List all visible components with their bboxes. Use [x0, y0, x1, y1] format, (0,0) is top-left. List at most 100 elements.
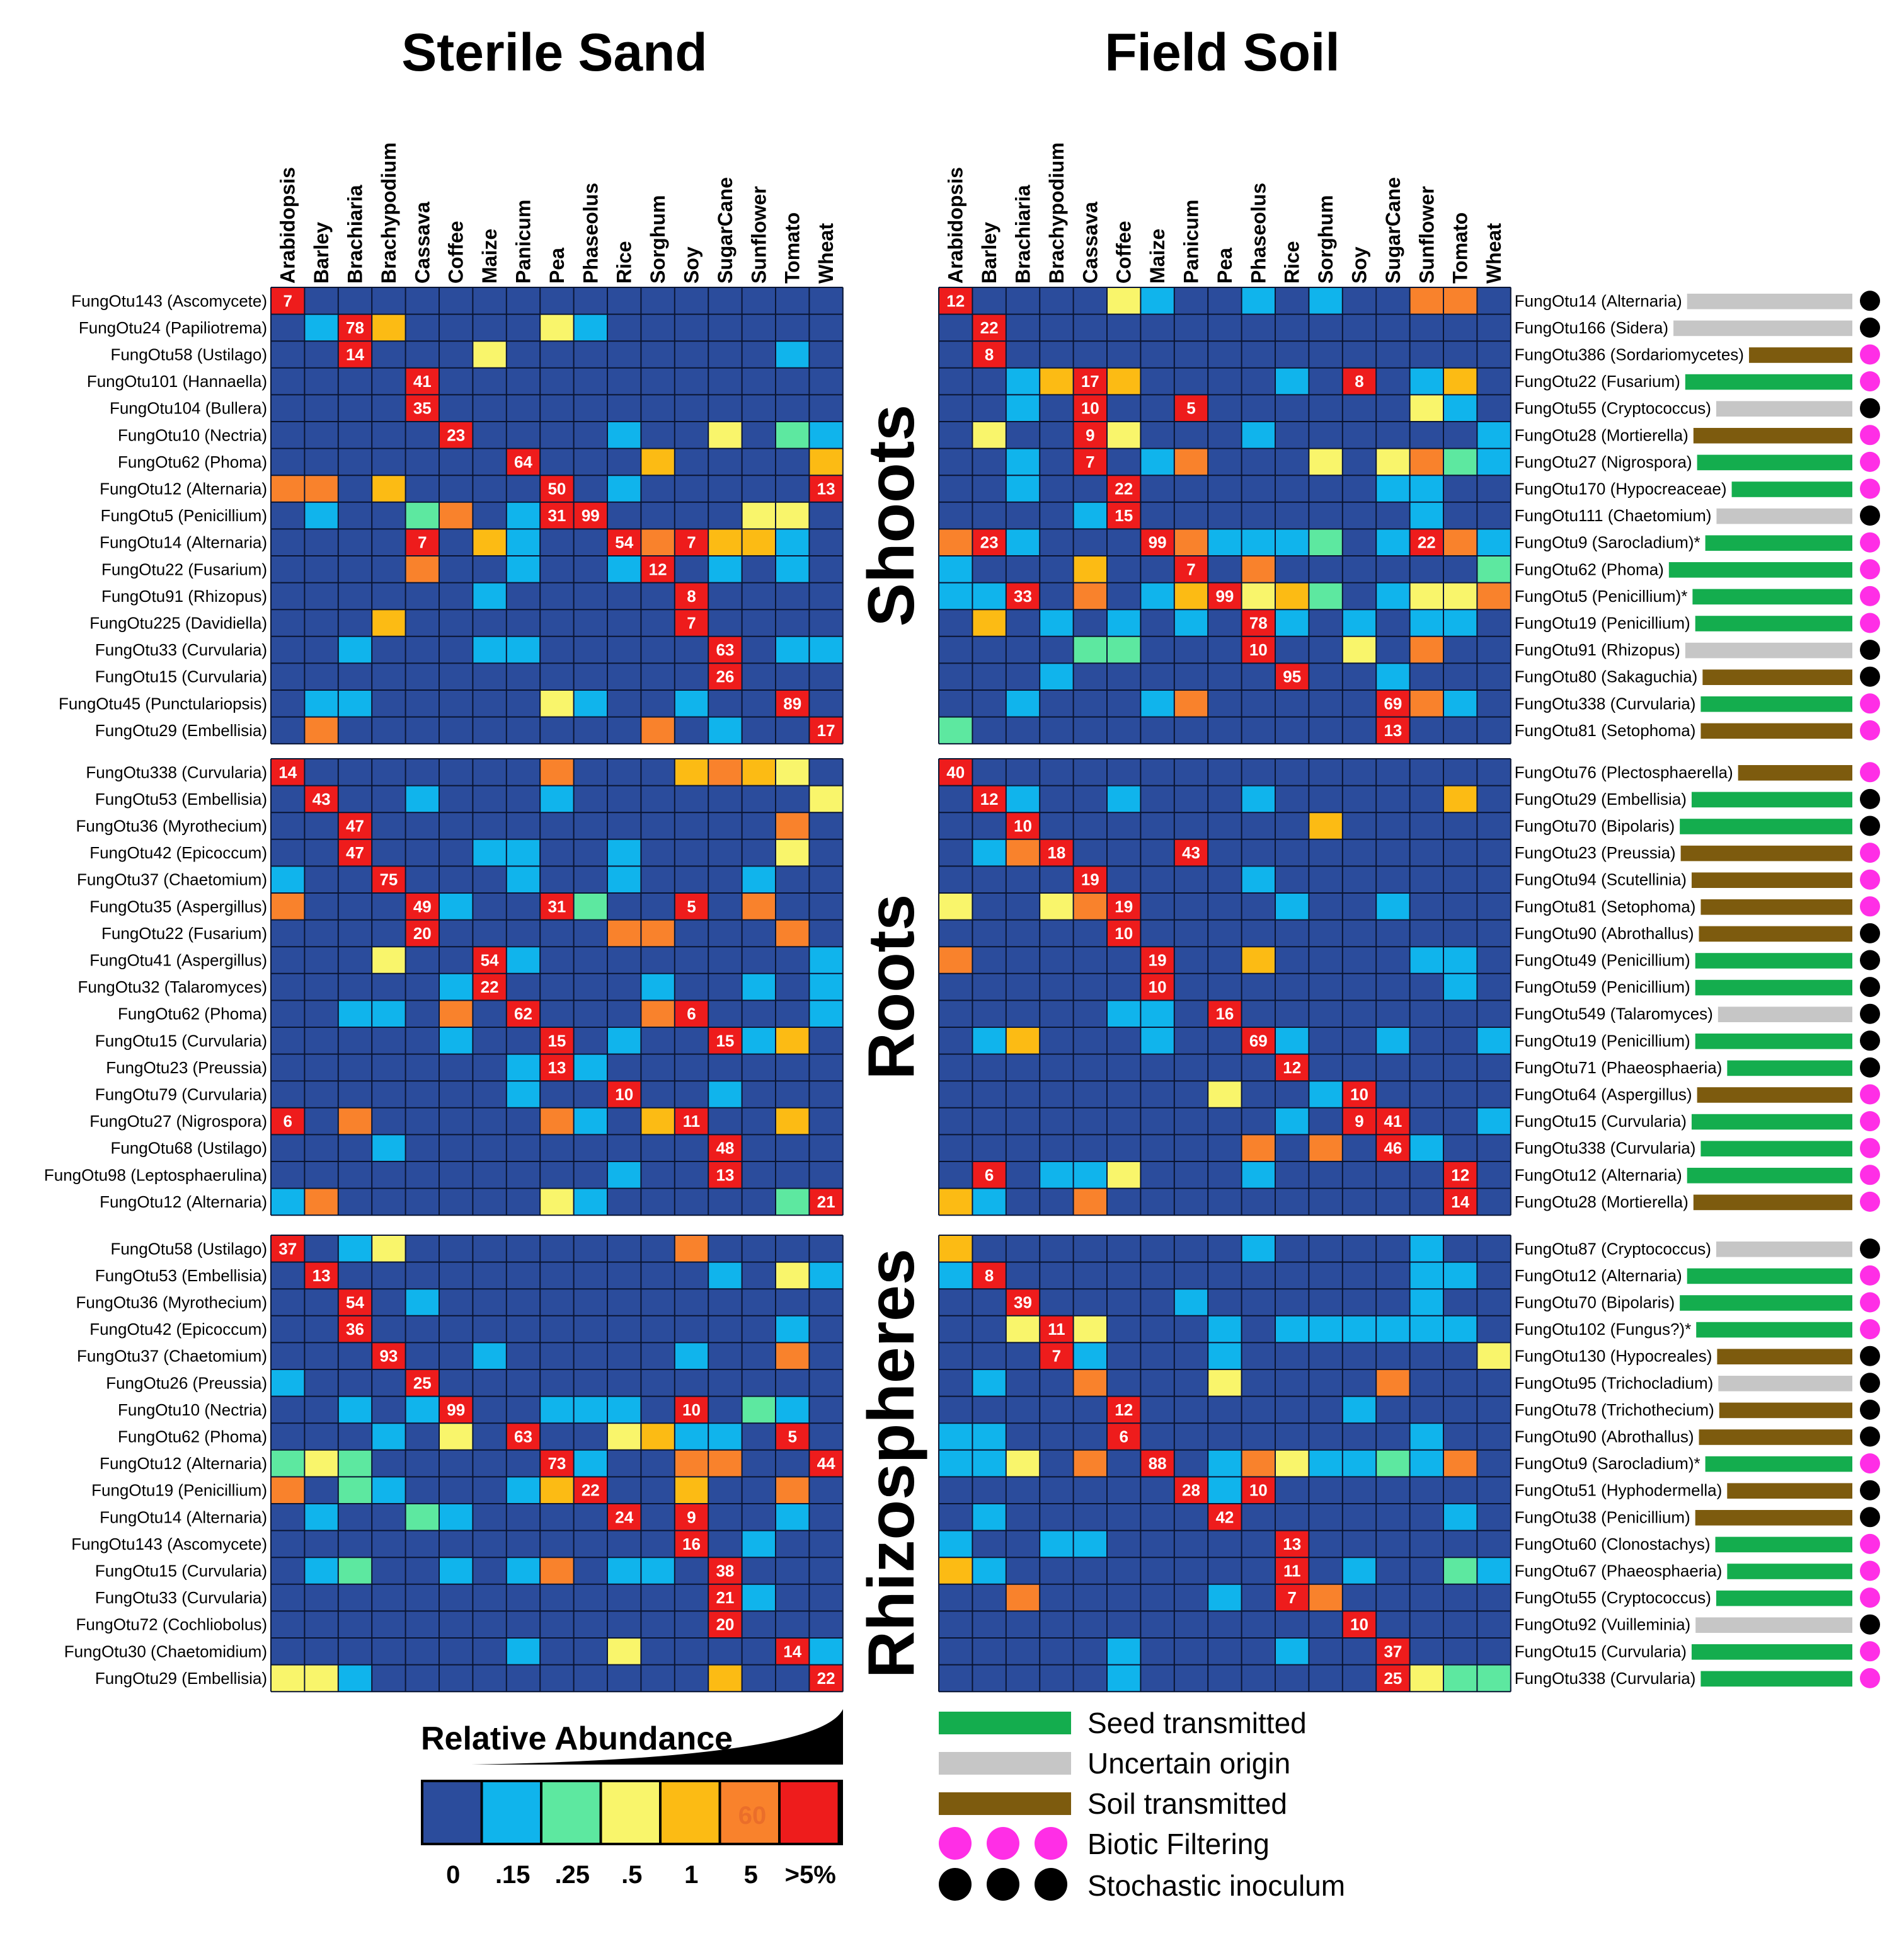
cell-value-label: 17	[817, 721, 835, 740]
heatmap-cell	[439, 502, 473, 529]
color-scale-watermark: 60	[738, 1802, 767, 1829]
filtering-dot	[1860, 1399, 1880, 1420]
heatmap-cell	[405, 919, 439, 947]
heatmap-cell	[1409, 1134, 1443, 1161]
filtering-dot	[1860, 1480, 1880, 1501]
row-label: FungOtu90 (Abrothallus)	[1515, 1427, 1694, 1446]
heatmap-cell	[506, 529, 541, 556]
heatmap-cell	[939, 1235, 973, 1262]
filtering-dot	[1860, 843, 1880, 863]
heatmap-cell	[1376, 717, 1410, 744]
heatmap-cell	[776, 1315, 810, 1343]
heatmap-cell	[1443, 947, 1477, 974]
heatmap-cell	[439, 1027, 473, 1054]
row-label: FungOtu62 (Phoma)	[118, 1005, 267, 1023]
row-label: FungOtu19 (Penicillium)	[1515, 614, 1690, 633]
heatmap-cell	[506, 448, 541, 476]
heatmap-cell	[1376, 1027, 1410, 1054]
heatmap-cell	[271, 1664, 305, 1692]
heatmap-cell	[939, 759, 973, 786]
cell-value-label: 62	[514, 1005, 532, 1023]
heatmap-cell	[607, 919, 641, 947]
column-label: Arabidopsis	[277, 167, 299, 284]
heatmap-cell	[674, 1449, 709, 1477]
filtering-dot	[1860, 451, 1880, 472]
filtering-dot	[1860, 788, 1880, 809]
row-label: FungOtu35 (Aspergillus)	[89, 897, 267, 916]
sterile-sand-title: Sterile Sand	[401, 23, 708, 82]
heatmap-cell	[405, 367, 439, 395]
cell-value-label: 13	[716, 1165, 734, 1184]
heatmap-cell	[939, 947, 973, 974]
column-label: Cassava	[411, 202, 433, 284]
heatmap-cell	[674, 1235, 709, 1262]
row-label: FungOtu5 (Penicillium)	[101, 506, 267, 525]
heatmap-cell	[1342, 1611, 1377, 1638]
heatmap-cell	[1140, 947, 1174, 974]
filtering-dot	[1860, 425, 1880, 446]
color-scale-tick-label: 1	[684, 1861, 698, 1889]
cell-value-label: 38	[716, 1562, 734, 1581]
heatmap-cell	[972, 1449, 1006, 1477]
row-label: FungOtu9 (Sarocladium)*	[1515, 1454, 1700, 1473]
filtering-dot	[1860, 398, 1880, 418]
heatmap-cell	[473, 529, 507, 556]
color-scale-swatch	[483, 1782, 540, 1843]
cell-value-label: 10	[1081, 399, 1099, 418]
heatmap-cell	[776, 636, 810, 664]
heatmap-cell	[473, 973, 507, 1001]
heatmap-cell	[540, 690, 574, 717]
heatmap-cell	[304, 785, 338, 813]
heatmap-cell	[1006, 395, 1040, 422]
cell-value-label: 10	[1249, 640, 1268, 659]
heatmap-cell	[1376, 475, 1410, 502]
cell-value-label: 6	[985, 1165, 994, 1184]
row-label: FungOtu33 (Curvularia)	[95, 1588, 267, 1607]
heatmap-cell	[1376, 1315, 1410, 1343]
heatmap-cell	[1409, 475, 1443, 502]
heatmap-cell	[1006, 529, 1040, 556]
row-label: FungOtu15 (Curvularia)	[1515, 1112, 1687, 1131]
heatmap-cell	[972, 1504, 1006, 1531]
cell-value-label: 5	[1186, 399, 1195, 418]
row-label: FungOtu51 (Hyphodermella)	[1515, 1481, 1723, 1500]
heatmap-cell	[674, 690, 709, 717]
heatmap-cell	[1040, 1342, 1074, 1369]
cell-value-label: 21	[716, 1588, 734, 1607]
heatmap-cell	[776, 812, 810, 839]
heatmap-cell	[708, 636, 742, 664]
biotic-filtering-dot	[987, 1827, 1019, 1860]
heatmap-cell	[338, 1664, 372, 1692]
column-label: Rice	[1281, 241, 1304, 284]
color-scale-swatch	[781, 1782, 838, 1843]
row-label: FungOtu53 (Embellisia)	[95, 1266, 267, 1285]
column-label: Cassava	[1079, 202, 1101, 284]
heatmap-cell	[1443, 448, 1477, 476]
row-label: FungOtu94 (Scutellinia)	[1515, 870, 1687, 889]
heatmap-cell	[1073, 422, 1107, 449]
cell-value-label: 47	[346, 843, 364, 862]
cell-value-label: 99	[582, 506, 600, 525]
heatmap-cell	[776, 1342, 810, 1369]
heatmap-cell	[674, 1000, 709, 1027]
row-label: FungOtu130 (Hypocreales)	[1515, 1347, 1712, 1366]
cell-value-label: 7	[283, 291, 292, 310]
heatmap-cell	[304, 1262, 338, 1289]
heatmap-cell	[1275, 1107, 1309, 1135]
row-label: FungOtu91 (Rhizopus)	[1515, 640, 1680, 659]
heatmap-cell	[1241, 636, 1275, 664]
column-label: Sorghum	[646, 195, 669, 284]
heatmap-cell	[1342, 1557, 1377, 1584]
heatmap-cell	[473, 582, 507, 610]
heatmap-cell	[607, 1504, 641, 1531]
heatmap-cell	[1006, 448, 1040, 476]
cell-value-label: 7	[1186, 560, 1195, 579]
color-scale-swatch	[602, 1782, 659, 1843]
heatmap-cell	[1376, 1449, 1410, 1477]
heatmap-cell	[573, 1396, 607, 1424]
column-label: Coffee	[1113, 221, 1135, 284]
heatmap-cell	[1241, 785, 1275, 813]
filtering-dot	[1860, 896, 1880, 917]
heatmap-cell	[1376, 1664, 1410, 1692]
heatmap-cell	[338, 1107, 372, 1135]
